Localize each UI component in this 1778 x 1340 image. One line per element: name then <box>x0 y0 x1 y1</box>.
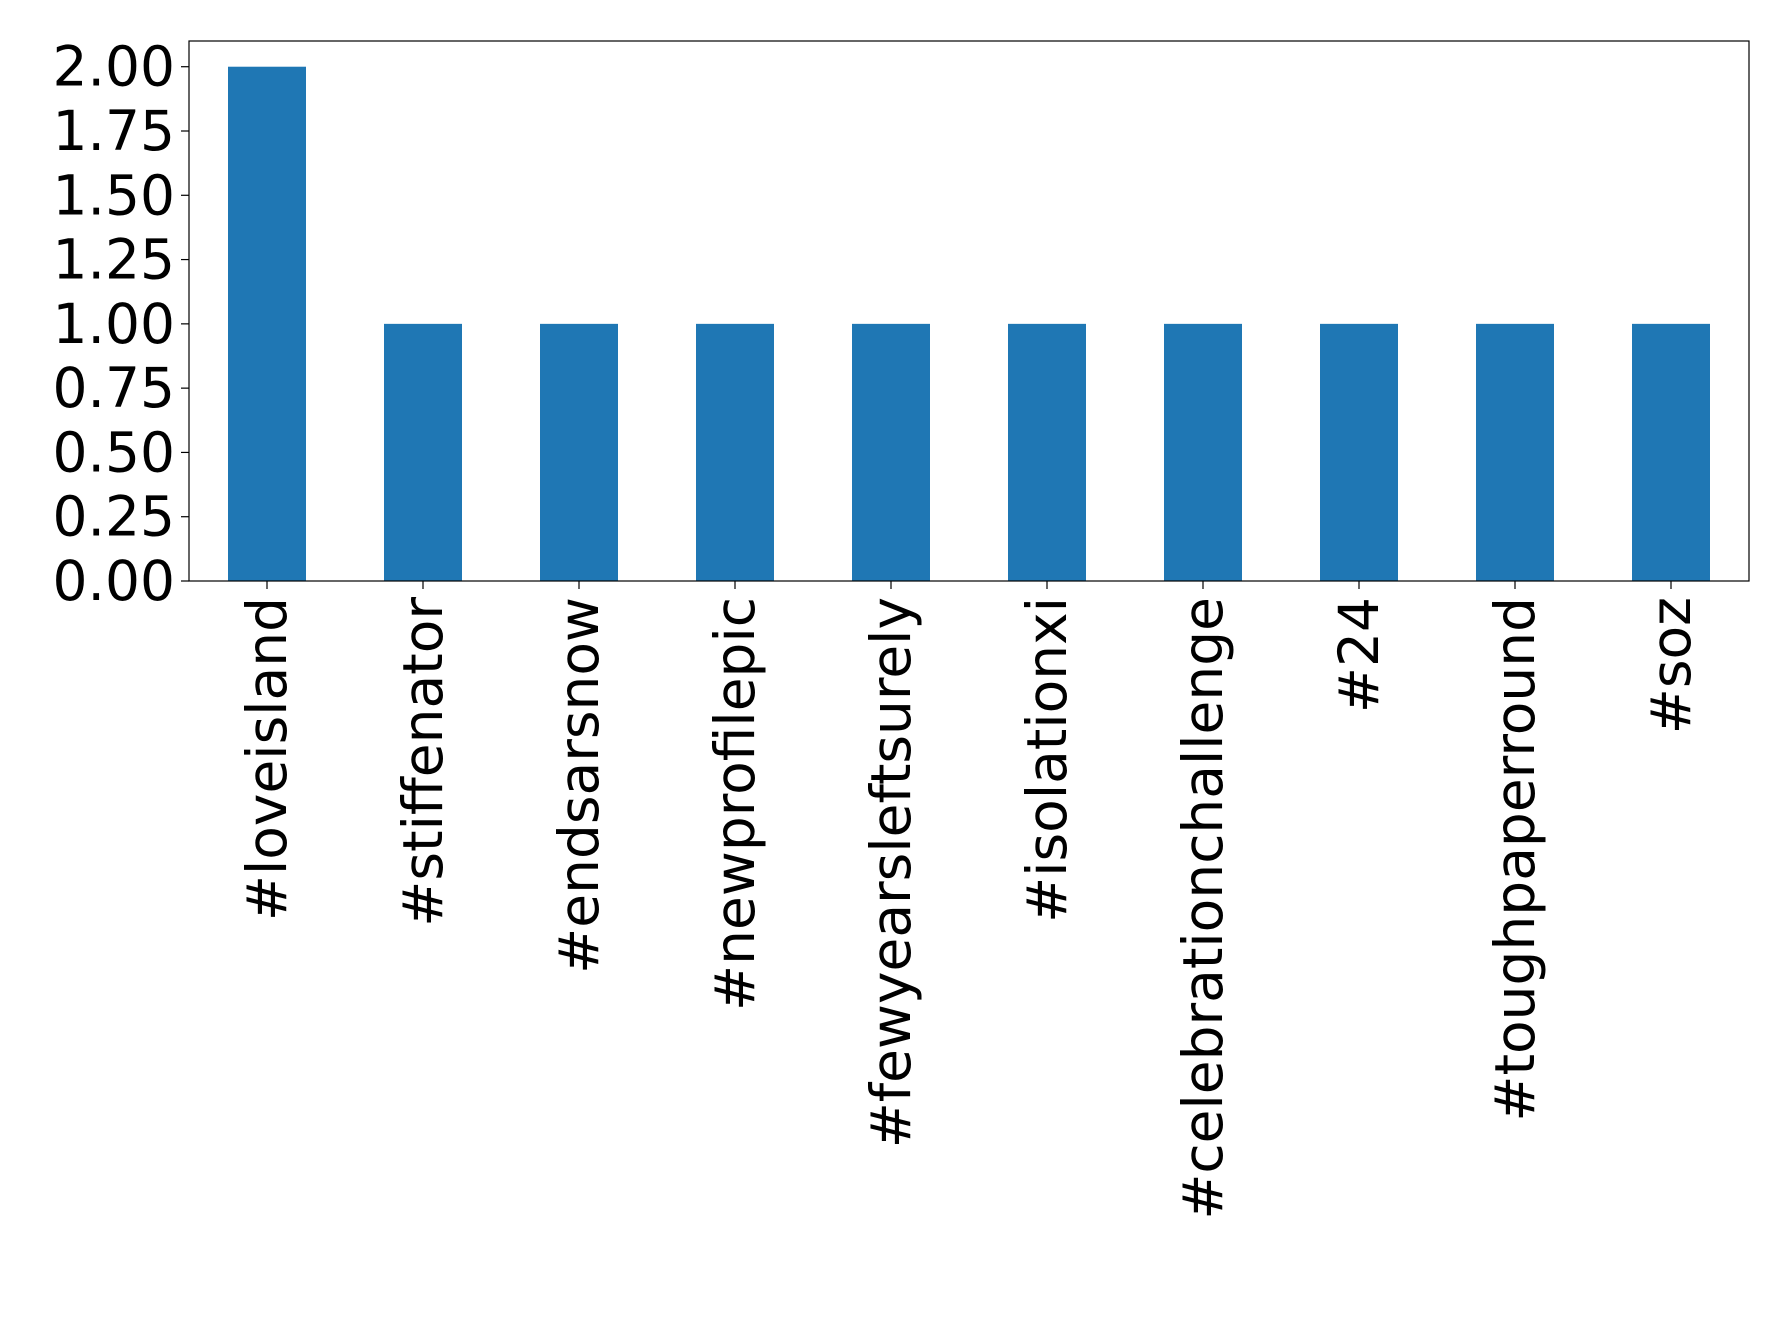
y-tick-label: 0.75 <box>53 356 175 420</box>
bar <box>852 323 930 581</box>
x-tick-label: #soz <box>1639 597 1703 734</box>
bar <box>1164 323 1242 581</box>
bar <box>384 323 462 581</box>
x-tick-label: #endsarsnow <box>547 597 611 974</box>
x-tick-label: #toughpaperround <box>1483 597 1547 1122</box>
x-tick-label: #stiffenator <box>391 597 455 927</box>
bar <box>228 66 306 581</box>
bar <box>1632 323 1710 581</box>
plot-frame <box>188 40 1750 582</box>
bar <box>696 323 774 581</box>
y-tick-label: 0.00 <box>53 549 175 613</box>
bar <box>1476 323 1554 581</box>
bar <box>1008 323 1086 581</box>
x-tick-label: #isolationxi <box>1015 597 1079 923</box>
y-tick-label: 0.50 <box>53 420 175 484</box>
x-tick-label: #loveisland <box>235 597 299 921</box>
x-tick-label: #24 <box>1327 597 1391 713</box>
y-tick-label: 1.75 <box>53 99 175 163</box>
y-tick-label: 0.25 <box>53 485 175 549</box>
y-tick-label: 1.50 <box>53 163 175 227</box>
x-tick-label: #fewyearsleftsurely <box>859 597 923 1148</box>
x-tick-label: #celebrationchallenge <box>1171 597 1235 1220</box>
y-tick-label: 1.00 <box>53 292 175 356</box>
y-tick-label: 2.00 <box>53 35 175 99</box>
y-tick-label: 1.25 <box>53 228 175 292</box>
bar <box>1320 323 1398 581</box>
bar <box>540 323 618 581</box>
x-tick-label: #newprofilepic <box>703 597 767 1011</box>
